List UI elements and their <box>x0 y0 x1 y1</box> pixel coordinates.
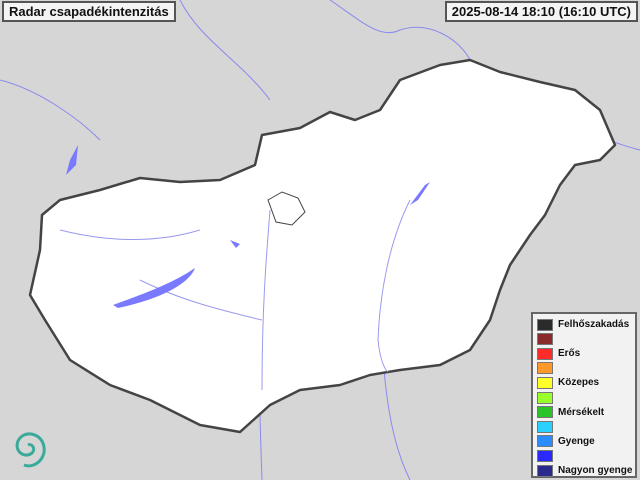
map-title: Radar csapadékintenzitás <box>2 1 176 22</box>
hungary-country <box>28 58 617 434</box>
legend-item: Erős <box>537 347 580 360</box>
legend-label: Gyenge <box>558 435 595 447</box>
legend-label: Felhőszakadás <box>558 319 630 330</box>
legend-swatch <box>537 406 553 419</box>
legend-swatch <box>537 391 553 404</box>
lake-tisza <box>410 182 430 205</box>
legend-swatch <box>537 420 553 433</box>
inner-rivers <box>59 199 411 391</box>
legend-item: Felhőszakadás <box>537 318 629 331</box>
legend-item <box>537 391 558 404</box>
legend: Felhőszakadás Erős Közepes Mérsékelt Gyenge N… <box>531 312 637 478</box>
legend-item: Közepes <box>537 376 599 389</box>
legend-swatch <box>537 449 553 462</box>
legend-swatch <box>537 318 553 331</box>
legend-swatch <box>537 362 553 375</box>
legend-item <box>537 449 558 462</box>
timestamp: 2025-08-14 18:10 (16:10 UTC) <box>444 1 638 22</box>
legend-swatch <box>537 435 553 448</box>
legend-item <box>537 362 558 375</box>
legend-label: Mérsékelt <box>558 406 605 418</box>
legend-swatch <box>537 333 553 346</box>
lake-neusiedl <box>66 145 78 175</box>
legend-item <box>537 333 558 346</box>
legend-item: Gyenge <box>537 435 595 448</box>
legend-swatch <box>537 464 553 477</box>
legend-label: Erős <box>558 348 581 360</box>
legend-item: Nagyon gyenge <box>537 464 632 477</box>
swirl-logo-icon <box>15 432 46 468</box>
legend-item: Mérsékelt <box>537 406 604 419</box>
legend-item <box>537 420 558 433</box>
legend-swatch <box>537 376 553 389</box>
lake-balaton <box>113 268 195 308</box>
lake-velence <box>230 240 240 248</box>
legend-label: Nagyon gyenge <box>558 465 633 476</box>
legend-label: Közepes <box>558 377 600 389</box>
budapest-outline <box>267 191 306 226</box>
legend-swatch <box>537 347 553 360</box>
